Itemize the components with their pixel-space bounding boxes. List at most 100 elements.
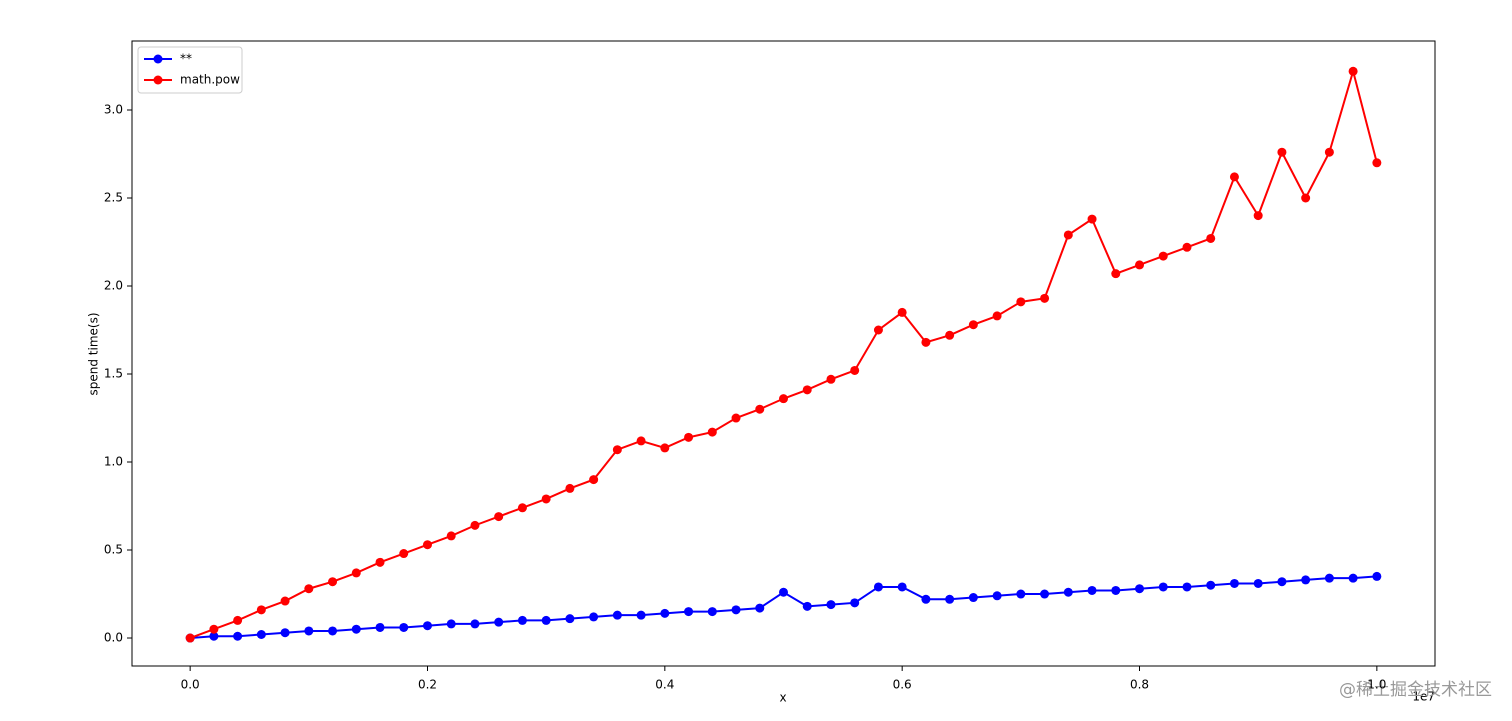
point [328, 626, 338, 636]
point [612, 445, 622, 455]
point [541, 494, 551, 504]
y-tick-label: 1.0 [104, 455, 123, 469]
point [233, 631, 243, 641]
point [1063, 230, 1073, 240]
point [897, 582, 907, 592]
point [826, 374, 836, 384]
point [589, 612, 599, 622]
y-tick-label: 0.0 [104, 631, 123, 645]
point [660, 443, 670, 453]
point [446, 619, 456, 629]
point [968, 320, 978, 330]
y-axis-label: spend time(s) [87, 312, 101, 395]
legend-marker [153, 75, 163, 85]
point [731, 605, 741, 615]
point [1063, 587, 1073, 597]
point [707, 607, 717, 617]
x-tick-label: 0.0 [181, 678, 200, 692]
point [209, 631, 219, 641]
point [1372, 571, 1382, 581]
point [1087, 585, 1097, 595]
point [1158, 582, 1168, 592]
x-tick-label: 1.0 [1367, 678, 1386, 692]
point [351, 568, 361, 578]
y-tick-label: 2.0 [104, 279, 123, 293]
x-tick-label: 0.4 [655, 678, 674, 692]
point [636, 436, 646, 446]
point [1158, 251, 1168, 261]
point [328, 577, 338, 587]
point [850, 598, 860, 608]
point [494, 617, 504, 627]
point [1348, 573, 1358, 583]
point [1016, 589, 1026, 599]
point [1348, 66, 1358, 76]
point [494, 512, 504, 522]
point [1016, 297, 1026, 307]
point [399, 622, 409, 632]
x-offset-label: 1e7 [1412, 690, 1435, 704]
point [802, 601, 812, 611]
point [280, 628, 290, 638]
point [636, 610, 646, 620]
y-tick-label: 1.5 [104, 367, 123, 381]
point [422, 540, 432, 550]
point [1206, 580, 1216, 590]
point [826, 600, 836, 610]
point [565, 614, 575, 624]
plot-frame [131, 40, 1436, 667]
point [470, 520, 480, 530]
x-tick-label: 0.6 [893, 678, 912, 692]
point [280, 596, 290, 606]
point [1372, 158, 1382, 168]
point [684, 607, 694, 617]
point [185, 633, 195, 643]
point [921, 594, 931, 604]
point [351, 624, 361, 634]
point [399, 549, 409, 559]
point [779, 394, 788, 404]
point [992, 591, 1002, 601]
point [921, 337, 931, 347]
series-line [189, 67, 1378, 639]
point [1111, 269, 1121, 279]
point [233, 615, 243, 625]
point [517, 503, 527, 513]
point [945, 594, 955, 604]
point [1135, 584, 1145, 594]
point [873, 325, 883, 335]
x-tick-label: 0.2 [418, 678, 437, 692]
point [1182, 582, 1192, 592]
point [1277, 577, 1287, 587]
point [256, 605, 266, 615]
point [850, 365, 860, 375]
point [1111, 585, 1121, 595]
y-tick-label: 2.5 [104, 190, 123, 204]
point [802, 385, 812, 395]
point [1182, 242, 1192, 252]
point [684, 432, 694, 442]
point [1253, 211, 1263, 221]
point [1301, 193, 1311, 203]
point [1277, 147, 1287, 157]
x-axis-label: x [779, 691, 786, 705]
point [375, 622, 385, 632]
point [612, 610, 622, 620]
point [660, 608, 670, 618]
point [1324, 573, 1334, 583]
point [1040, 589, 1050, 599]
point [755, 603, 765, 613]
point [422, 621, 432, 631]
point [565, 483, 575, 493]
point [304, 626, 314, 636]
point [256, 629, 266, 639]
watermark: @稀土掘金技术社区 [1339, 680, 1492, 700]
point [1087, 214, 1097, 224]
point [779, 587, 788, 597]
point [873, 582, 883, 592]
y-tick-label: 0.5 [104, 543, 123, 557]
point [1040, 293, 1050, 303]
legend-label: math.pow [180, 73, 240, 87]
point [1135, 260, 1145, 270]
